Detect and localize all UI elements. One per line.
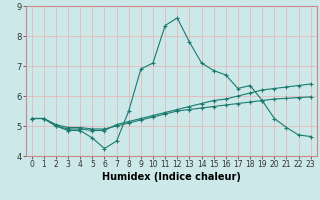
X-axis label: Humidex (Indice chaleur): Humidex (Indice chaleur) bbox=[102, 172, 241, 182]
